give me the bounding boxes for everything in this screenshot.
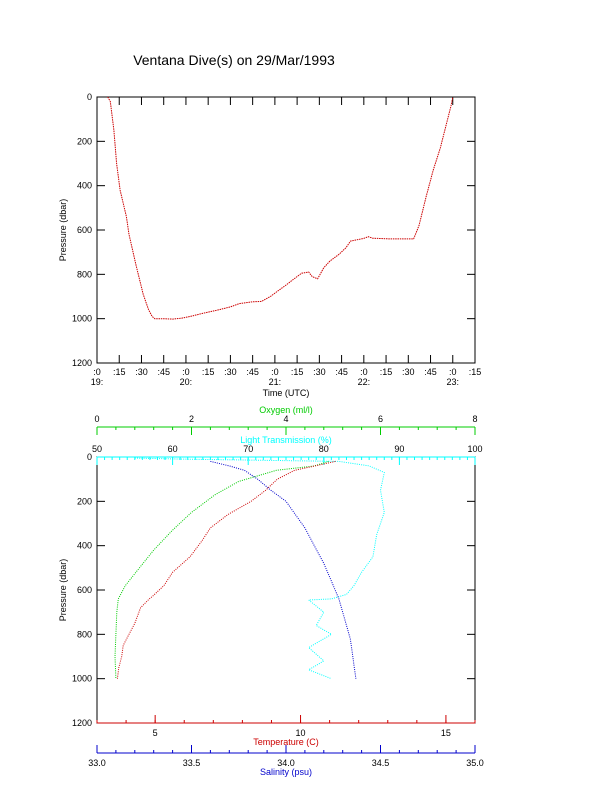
profile-y-tick-label: 0 — [87, 452, 92, 462]
time-plot-series — [107, 96, 454, 320]
variable-axis-tick-label: 50 — [92, 444, 102, 454]
time-plot-frame — [96, 96, 476, 364]
x-tick-label: :0 — [93, 367, 101, 377]
variable-axis-tick-label: 0 — [94, 414, 99, 424]
profile-y-tick-label: 800 — [77, 629, 92, 639]
variable-axis-tick-label: 100 — [467, 444, 482, 454]
profile-chart: 0 200 400 600 800 1000 1200 0 2 4 6 8 50 60 70 80 90 100… — [58, 405, 484, 777]
x-tick-label: :15 — [380, 367, 393, 377]
time-y-axis-label: Pressure (dbar) — [58, 199, 68, 262]
x-tick-label: :0 — [182, 367, 190, 377]
profile-series — [114, 457, 385, 680]
variable-axis-tick-label: 5 — [153, 728, 158, 738]
x-tick-hour-label: 22: — [358, 377, 371, 387]
temperature-axis-label: Temperature (C) — [253, 737, 319, 747]
variable-axis-tick-label: 10 — [296, 728, 306, 738]
variable-axis-tick-label: 34.0 — [277, 758, 295, 768]
x-tick-label: :45 — [424, 367, 437, 377]
variable-axis-tick-label: 6 — [378, 414, 383, 424]
variable-axis-tick-label: 35.0 — [466, 758, 484, 768]
x-tick-label: :45 — [335, 367, 348, 377]
time-x-axis-label: Time (UTC) — [263, 388, 310, 398]
x-tick-label: :45 — [157, 367, 170, 377]
x-tick-label: :0 — [449, 367, 457, 377]
x-tick-label: :15 — [113, 367, 126, 377]
y-tick-label: 1000 — [72, 314, 92, 324]
x-tick-hour-label: 21: — [269, 377, 282, 387]
y-tick-label: 800 — [77, 269, 92, 279]
x-tick-label: :30 — [135, 367, 148, 377]
profile-y-tick-label: 400 — [77, 541, 92, 551]
y-tick-label: 200 — [77, 136, 92, 146]
time-plot-y-axis: 0 200 400 600 800 1000 1200 — [72, 92, 475, 368]
variable-axis-tick-label: 60 — [168, 444, 178, 454]
y-tick-label: 400 — [77, 181, 92, 191]
x-tick-hour-label: 19: — [91, 377, 104, 387]
profile-y-tick-label: 1000 — [72, 674, 92, 684]
x-tick-label: :30 — [402, 367, 415, 377]
transmission-profile-series — [134, 457, 385, 680]
x-tick-label: :0 — [360, 367, 368, 377]
profile-y-axis-label: Pressure (dbar) — [58, 559, 68, 622]
profile-y-tick-label: 1200 — [72, 718, 92, 728]
profile-variable-axes: 0 2 4 6 8 50 60 70 80 90 100 5 10 15 33.0 33.5 34.0 34.5 3… — [88, 414, 484, 768]
variable-axis-tick-label: 15 — [441, 728, 451, 738]
variable-axis-tick-label: 2 — [189, 414, 194, 424]
variable-axis-tick-label: 80 — [319, 444, 329, 454]
profile-plot-frame — [96, 456, 476, 724]
y-tick-label: 600 — [77, 225, 92, 235]
profile-y-tick-label: 600 — [77, 585, 92, 595]
x-tick-label: :15 — [469, 367, 482, 377]
pressure-series-line — [107, 96, 454, 320]
y-tick-label: 1200 — [72, 358, 92, 368]
x-tick-hour-label: 20: — [180, 377, 193, 387]
y-tick-label: 0 — [87, 92, 92, 102]
variable-axis-tick-label: 70 — [243, 444, 253, 454]
transmission-axis-label: Light Transmission (%) — [240, 435, 332, 445]
salinity-axis-label: Salinity (psu) — [260, 767, 312, 777]
x-tick-label: :0 — [271, 367, 279, 377]
variable-axis-tick-label: 34.5 — [372, 758, 390, 768]
x-tick-label: :15 — [291, 367, 304, 377]
x-tick-label: :45 — [246, 367, 259, 377]
variable-axis-tick-label: 8 — [472, 414, 477, 424]
time-plot-x-axis: :019::15:30:45:020::15:30:45:021::15:30:… — [91, 97, 482, 387]
variable-axis-tick-label: 33.0 — [88, 758, 106, 768]
x-tick-hour-label: 23: — [447, 377, 460, 387]
variable-axis-tick-label: 4 — [283, 414, 288, 424]
figure-title: Ventana Dive(s) on 29/Mar/1993 — [133, 52, 335, 68]
temperature-profile-series — [116, 460, 336, 679]
profile-y-axis: 0 200 400 600 800 1000 1200 — [72, 452, 475, 728]
profile-y-tick-label: 200 — [77, 496, 92, 506]
oxygen-axis-label: Oxygen (ml/l) — [259, 405, 313, 415]
x-tick-label: :15 — [202, 367, 215, 377]
oxygen-profile-series — [114, 460, 329, 679]
variable-axis-tick-label: 90 — [394, 444, 404, 454]
salinity-profile-series — [210, 460, 357, 679]
x-tick-label: :30 — [313, 367, 326, 377]
variable-axis-tick-label: 33.5 — [183, 758, 201, 768]
x-tick-label: :30 — [224, 367, 237, 377]
